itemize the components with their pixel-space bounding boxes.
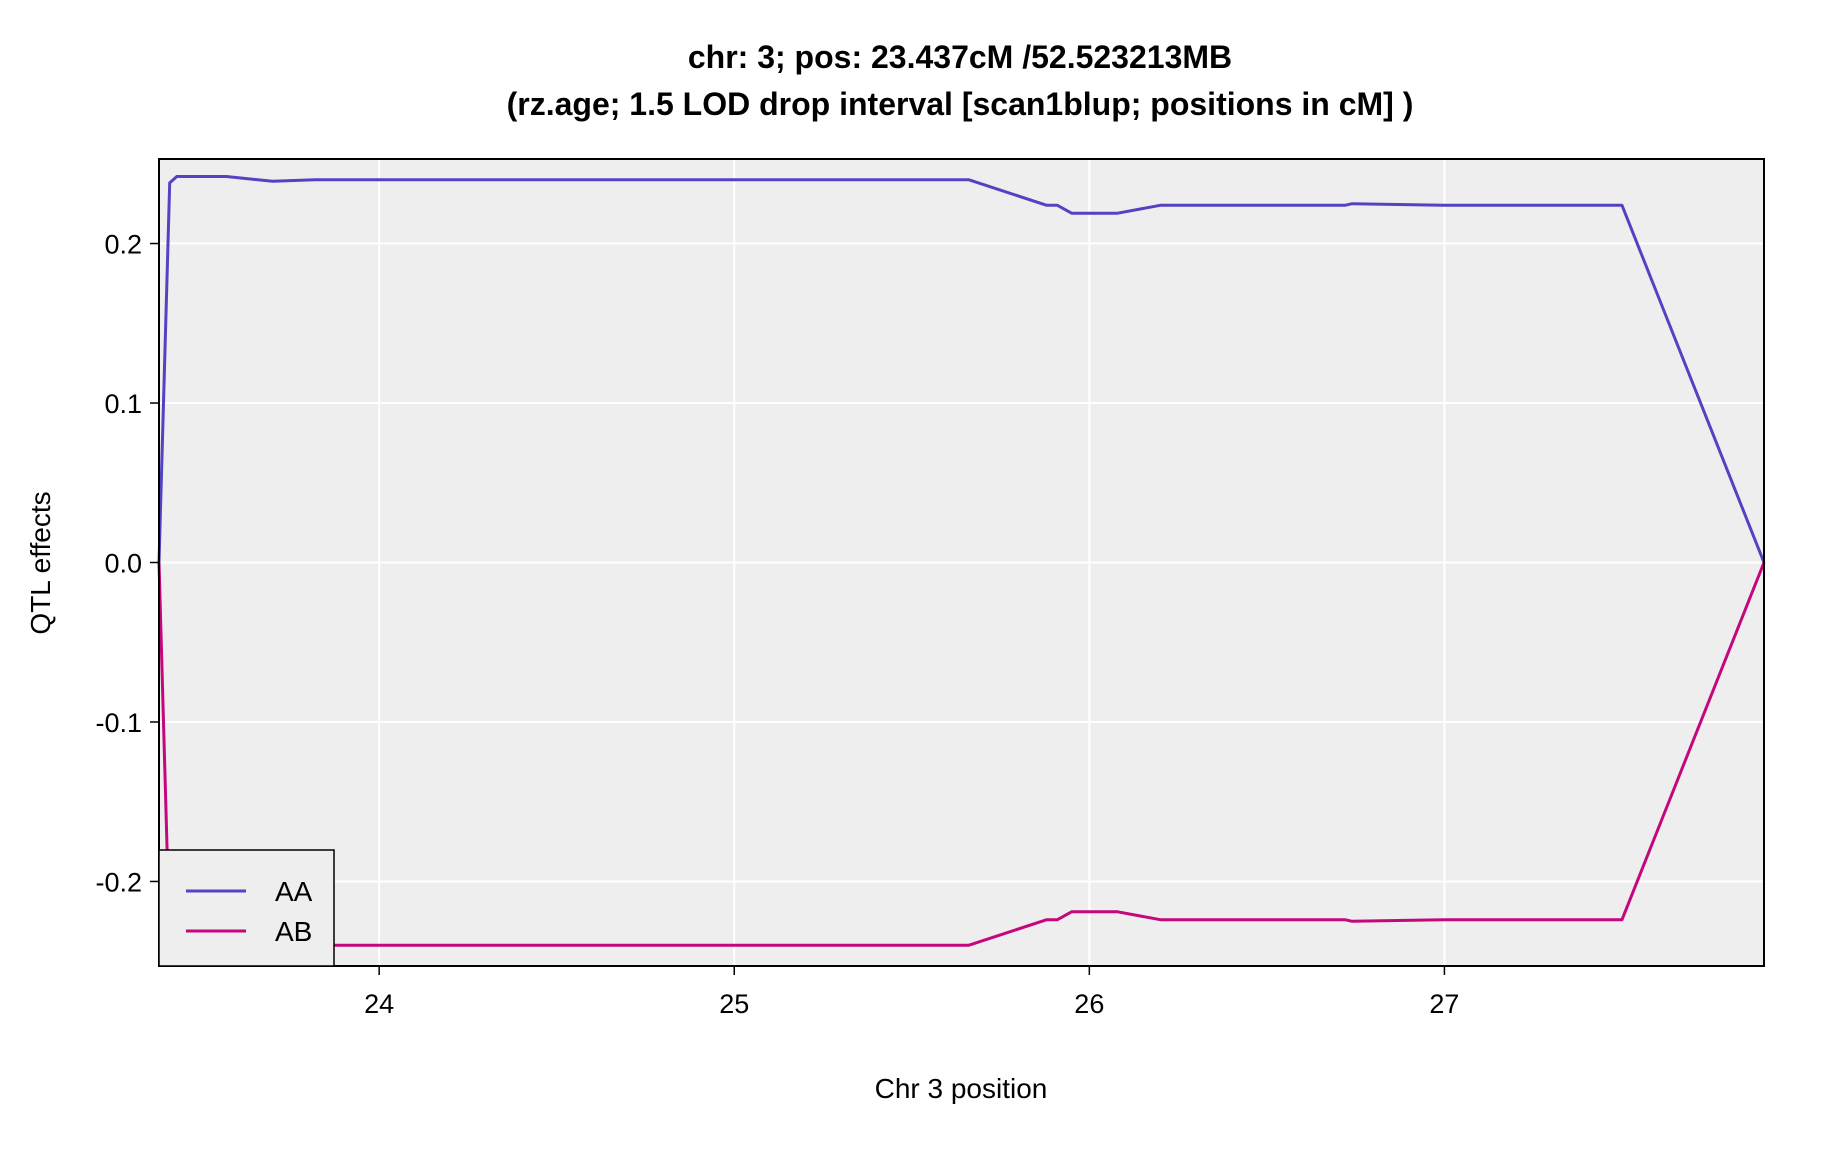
series-line-aa [157, 175, 1766, 564]
x-tick-label-3: 27 [1429, 989, 1459, 1019]
y-tick-label-4: -0.2 [95, 867, 142, 897]
y-tick-label-3: -0.1 [95, 708, 142, 738]
x-axis-ticks: 24 25 26 27 [364, 966, 1459, 1019]
chart-title: chr: 3; pos: 23.437cM /52.523213MB [688, 39, 1232, 75]
y-tick-label-0: 0.2 [104, 230, 142, 260]
legend-label-ab: AB [275, 916, 312, 947]
x-tick-label-1: 25 [719, 989, 749, 1019]
x-tick-label-0: 24 [364, 989, 394, 1019]
y-axis-ticks: 0.2 0.1 0.0 -0.1 -0.2 [95, 230, 159, 897]
x-axis-label: Chr 3 position [875, 1073, 1048, 1104]
chart-subtitle: (rz.age; 1.5 LOD drop interval [scan1blu… [507, 86, 1414, 122]
legend: AA AB [158, 849, 335, 967]
y-axis-label: QTL effects [25, 491, 56, 634]
y-tick-label-1: 0.1 [104, 389, 142, 419]
gridlines [159, 159, 1764, 966]
x-tick-label-2: 26 [1074, 989, 1104, 1019]
legend-box [158, 849, 335, 967]
y-tick-label-2: 0.0 [104, 549, 142, 579]
legend-label-aa: AA [275, 876, 313, 907]
